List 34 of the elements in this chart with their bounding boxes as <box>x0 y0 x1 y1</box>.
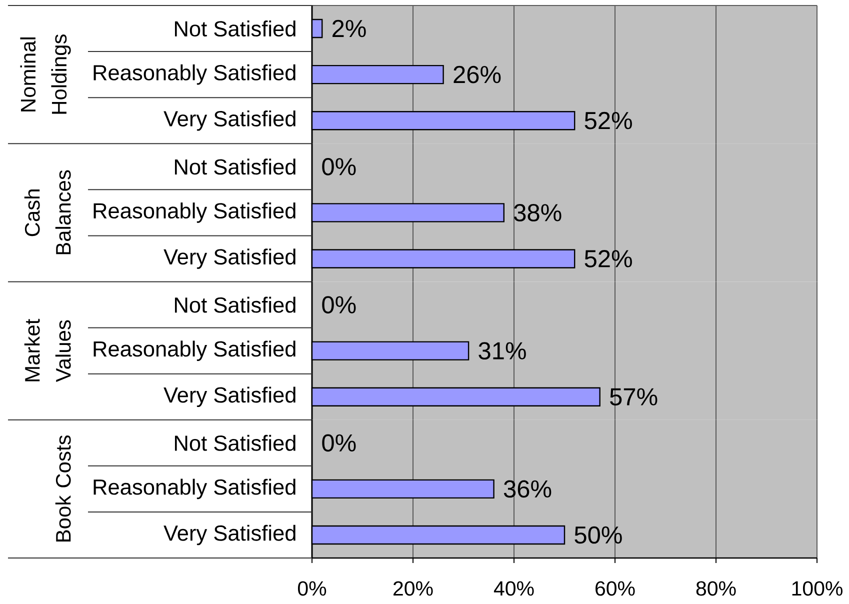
data-label: 50% <box>574 526 622 544</box>
y-tick-label: Not Satisfied <box>174 434 296 451</box>
data-label: 52% <box>584 250 632 268</box>
data-label: 52% <box>584 112 632 130</box>
y-tick-label: Very Satisfied <box>164 110 296 131</box>
data-label: 26% <box>454 66 501 84</box>
x-tick-label: 0% <box>298 581 326 596</box>
y-tick-label: Very Satisfied <box>164 386 296 408</box>
y-tick-label: Not Satisfied <box>174 296 296 313</box>
data-label: 31% <box>478 342 526 360</box>
data-label: 2% <box>332 20 366 38</box>
y-tick-label: Reasonably Satisfied <box>94 478 296 500</box>
x-tick-label: 80% <box>696 581 736 596</box>
y-tick-label: Not Satisfied <box>174 158 296 175</box>
data-label: 38% <box>514 204 562 222</box>
text: Market Values <box>24 318 71 382</box>
data-label: 36% <box>504 480 552 498</box>
y-tick-label: Very Satisfied <box>164 524 296 546</box>
text: Book Costs <box>55 435 71 542</box>
x-tick-label: 40% <box>494 581 534 596</box>
x-tick-label: 100% <box>792 581 842 596</box>
x-tick-label: 20% <box>394 581 433 596</box>
y-tick-label: Not Satisfied <box>174 20 296 37</box>
data-label: 0% <box>322 158 356 176</box>
y-tick-label: Reasonably Satisfied <box>94 340 296 361</box>
text: Cash Balances <box>24 170 71 254</box>
x-tick-label: 60% <box>596 581 635 596</box>
y-tick-label: Reasonably Satisfied <box>94 64 296 85</box>
text: Nominal Holdings <box>20 34 71 114</box>
data-label: 0% <box>322 296 356 314</box>
data-label: 57% <box>610 388 658 406</box>
y-tick-label: Very Satisfied <box>164 248 296 269</box>
data-label: 0% <box>322 434 356 452</box>
y-tick-label: Reasonably Satisfied <box>94 202 296 223</box>
